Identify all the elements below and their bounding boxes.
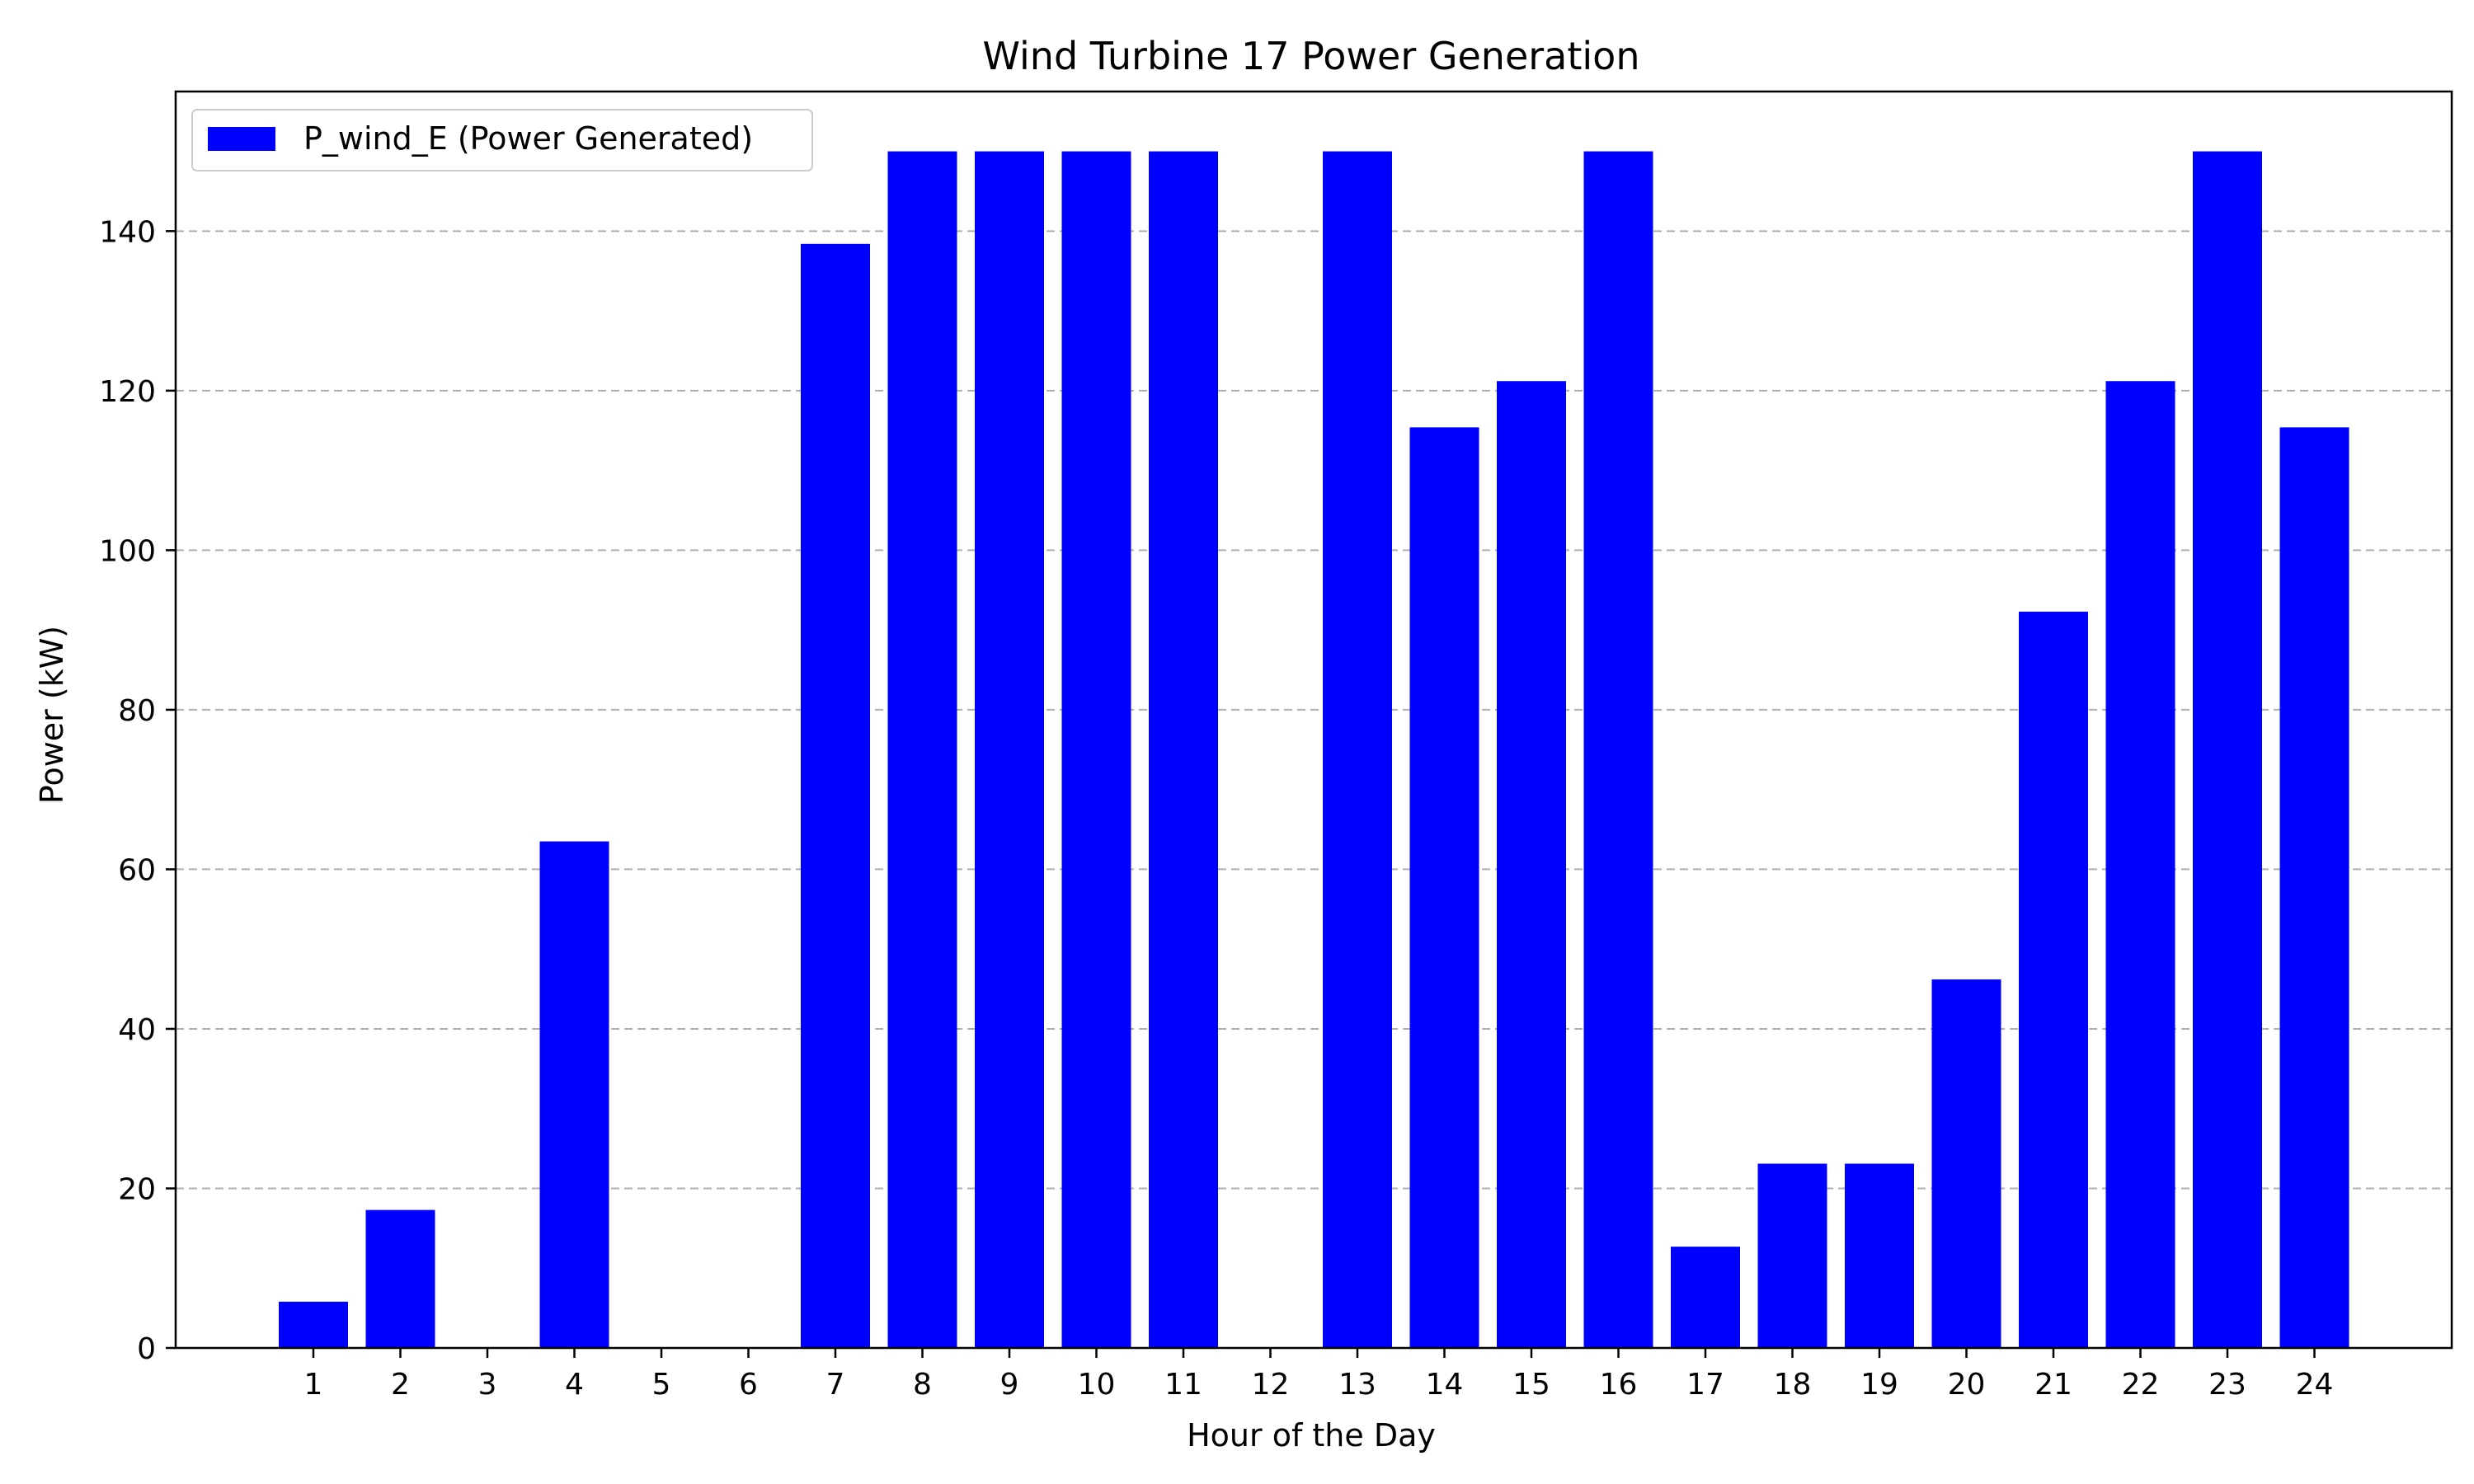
bar-hour-4: [539, 841, 609, 1348]
plot-area-frame: [174, 90, 2453, 1350]
y-tick-label: 60: [118, 853, 156, 887]
x-tick-label: 23: [2208, 1368, 2246, 1402]
x-tick-label: 11: [1164, 1368, 1202, 1402]
x-tick-label: 22: [2122, 1368, 2160, 1402]
bar-hour-19: [1845, 1163, 1914, 1348]
bar-hour-23: [2193, 151, 2262, 1349]
x-tick-label: 10: [1078, 1368, 1116, 1402]
legend-swatch: [208, 127, 275, 151]
x-tick-label: 15: [1512, 1368, 1550, 1402]
x-tick-label: 4: [565, 1368, 584, 1402]
x-tick-label: 1: [304, 1368, 323, 1402]
x-tick-label: 13: [1338, 1368, 1376, 1402]
x-tick-label: 14: [1426, 1368, 1464, 1402]
bar-hour-20: [1931, 979, 2001, 1348]
y-tick-label: 40: [118, 1013, 156, 1047]
x-axis-label: Hour of the Day: [1187, 1417, 1436, 1453]
bar-hour-22: [2105, 381, 2175, 1348]
bars: [279, 151, 2349, 1349]
bar-hour-21: [2019, 611, 2088, 1348]
bar-hour-8: [887, 151, 957, 1349]
bar-hour-14: [1409, 427, 1479, 1348]
bar-hour-16: [1583, 151, 1653, 1349]
bar-hour-10: [1061, 151, 1131, 1349]
x-tick-label: 19: [1860, 1368, 1898, 1402]
bar-hour-15: [1497, 381, 1566, 1348]
bar-hour-13: [1323, 151, 1392, 1349]
bar-hour-18: [1757, 1163, 1827, 1348]
x-tick-label: 9: [1000, 1368, 1019, 1402]
x-tick-label: 17: [1686, 1368, 1724, 1402]
bar-hour-11: [1149, 151, 1218, 1349]
x-axis: 1 2 3 4 5 6 7 8 9 10 11 12 13 14 15 16 17 18 19 20 21 22 23 24: [304, 1348, 2334, 1402]
bar-hour-2: [365, 1209, 435, 1348]
x-tick-label: 20: [1948, 1368, 1986, 1402]
x-tick-label: 2: [391, 1368, 410, 1402]
x-tick-label: 18: [1774, 1368, 1812, 1402]
bar-hour-17: [1671, 1247, 1740, 1348]
y-tick-label: 20: [118, 1172, 156, 1206]
y-tick-label: 80: [118, 694, 156, 728]
bar-hour-1: [279, 1301, 348, 1348]
legend-label: P_wind_E (Power Generated): [303, 120, 753, 157]
y-tick-label: 140: [99, 215, 156, 249]
x-tick-label: 16: [1600, 1368, 1638, 1402]
x-tick-label: 3: [478, 1368, 497, 1402]
x-tick-label: 12: [1252, 1368, 1290, 1402]
bar-hour-9: [975, 151, 1044, 1349]
chart-title: Wind Turbine 17 Power Generation: [983, 34, 1640, 78]
bar-hour-7: [801, 243, 870, 1349]
gridlines: [176, 230, 2452, 1190]
x-tick-label: 5: [652, 1368, 671, 1402]
y-axis-label: Power (kW): [34, 626, 70, 804]
y-tick-label: 120: [99, 375, 156, 409]
x-tick-label: 21: [2034, 1368, 2072, 1402]
legend: P_wind_E (Power Generated): [191, 109, 813, 171]
x-tick-label: 6: [739, 1368, 758, 1402]
y-tick-label: 0: [137, 1332, 156, 1366]
bar-hour-24: [2279, 427, 2349, 1348]
x-tick-label: 8: [913, 1368, 932, 1402]
x-tick-label: 7: [826, 1368, 845, 1402]
x-tick-label: 24: [2296, 1368, 2334, 1402]
y-axis: 0 20 40 60 80 100 120 140: [99, 215, 176, 1366]
legend-frame: [191, 109, 813, 171]
y-tick-label: 100: [99, 534, 156, 568]
